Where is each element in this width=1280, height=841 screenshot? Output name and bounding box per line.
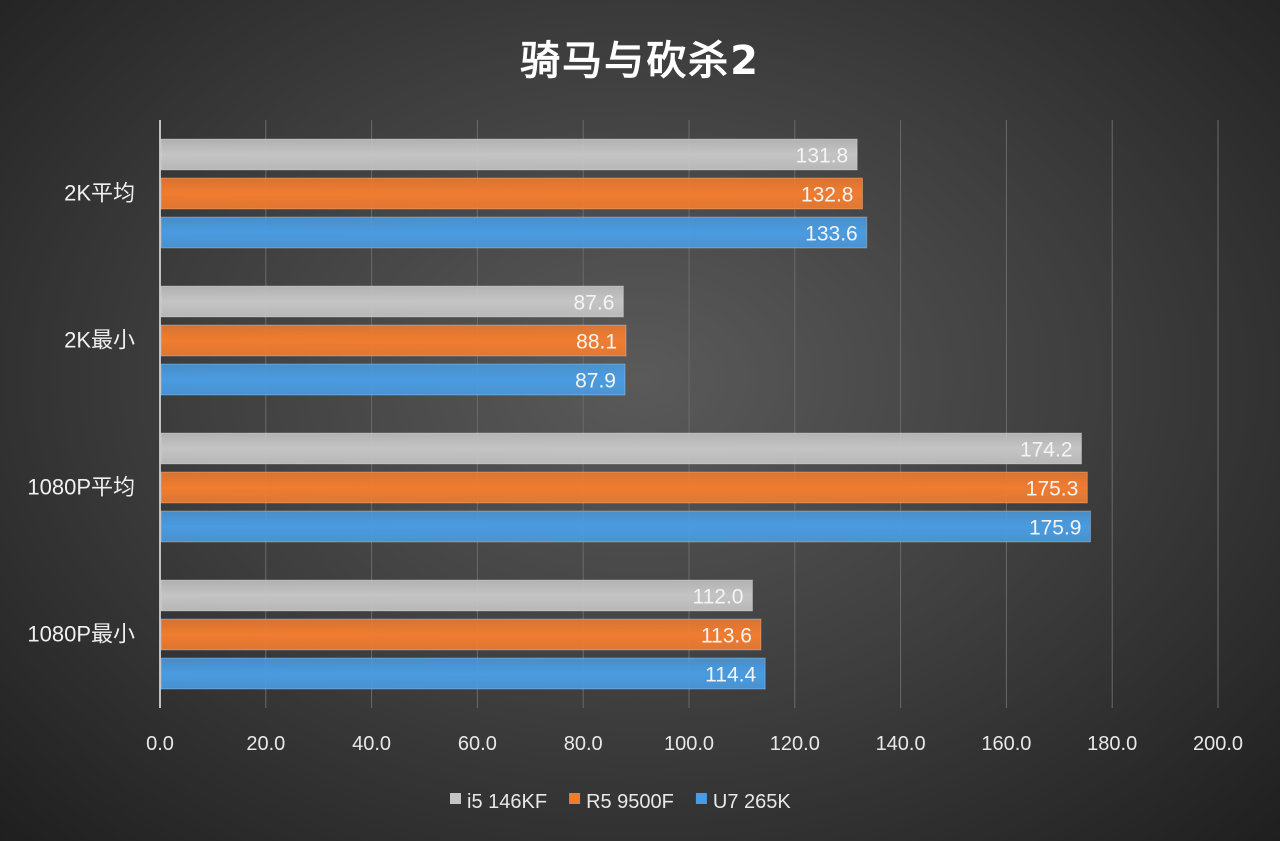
x-tick-label: 120.0 [770,733,820,755]
data-label: 88.1 [576,331,617,354]
bar [160,432,1083,465]
data-label: 113.6 [701,625,752,648]
data-label: 87.9 [575,370,616,393]
x-tick-label: 20.0 [246,733,285,755]
x-tick-label: 160.0 [981,733,1031,755]
chart-title: 骑马与砍杀2 [520,38,760,84]
bar [160,579,753,612]
bar [160,657,766,690]
bar [160,324,627,357]
legend-label: R5 9500F [586,791,674,813]
data-label: 133.6 [805,223,858,246]
bar [160,618,762,651]
x-tick-label: 40.0 [352,733,391,755]
x-tick-label: 100.0 [664,733,714,755]
data-label: 175.3 [1026,478,1079,501]
x-tick-label: 180.0 [1087,733,1137,755]
data-label: 132.8 [801,184,854,207]
data-label: 87.6 [574,292,615,315]
data-label: 112.0 [692,586,743,609]
bar [160,471,1088,504]
x-tick-label: 200.0 [1193,733,1243,755]
data-label: 174.2 [1020,439,1073,462]
legend-label: i5 146KF [467,791,547,813]
legend-swatch [695,793,707,804]
bar [160,285,624,318]
data-label: 131.8 [796,145,849,168]
legend-label: U7 265K [713,791,791,813]
bar [160,138,858,171]
category-label: 2K最小 [64,328,135,353]
x-tick-label: 60.0 [458,733,497,755]
legend-swatch [569,793,581,804]
category-label: 2K平均 [64,181,135,206]
data-label: 114.4 [705,664,756,687]
bar [160,510,1092,543]
x-tick-label: 80.0 [564,733,603,755]
bar [160,216,868,249]
bar [160,363,626,396]
x-tick-label: 140.0 [876,733,926,755]
data-label: 175.9 [1029,517,1082,540]
bar [160,177,864,210]
category-label: 1080P平均 [27,475,135,500]
legend-swatch [450,793,461,804]
x-tick-label: 0.0 [146,733,174,755]
category-label: 1080P最小 [27,622,135,647]
